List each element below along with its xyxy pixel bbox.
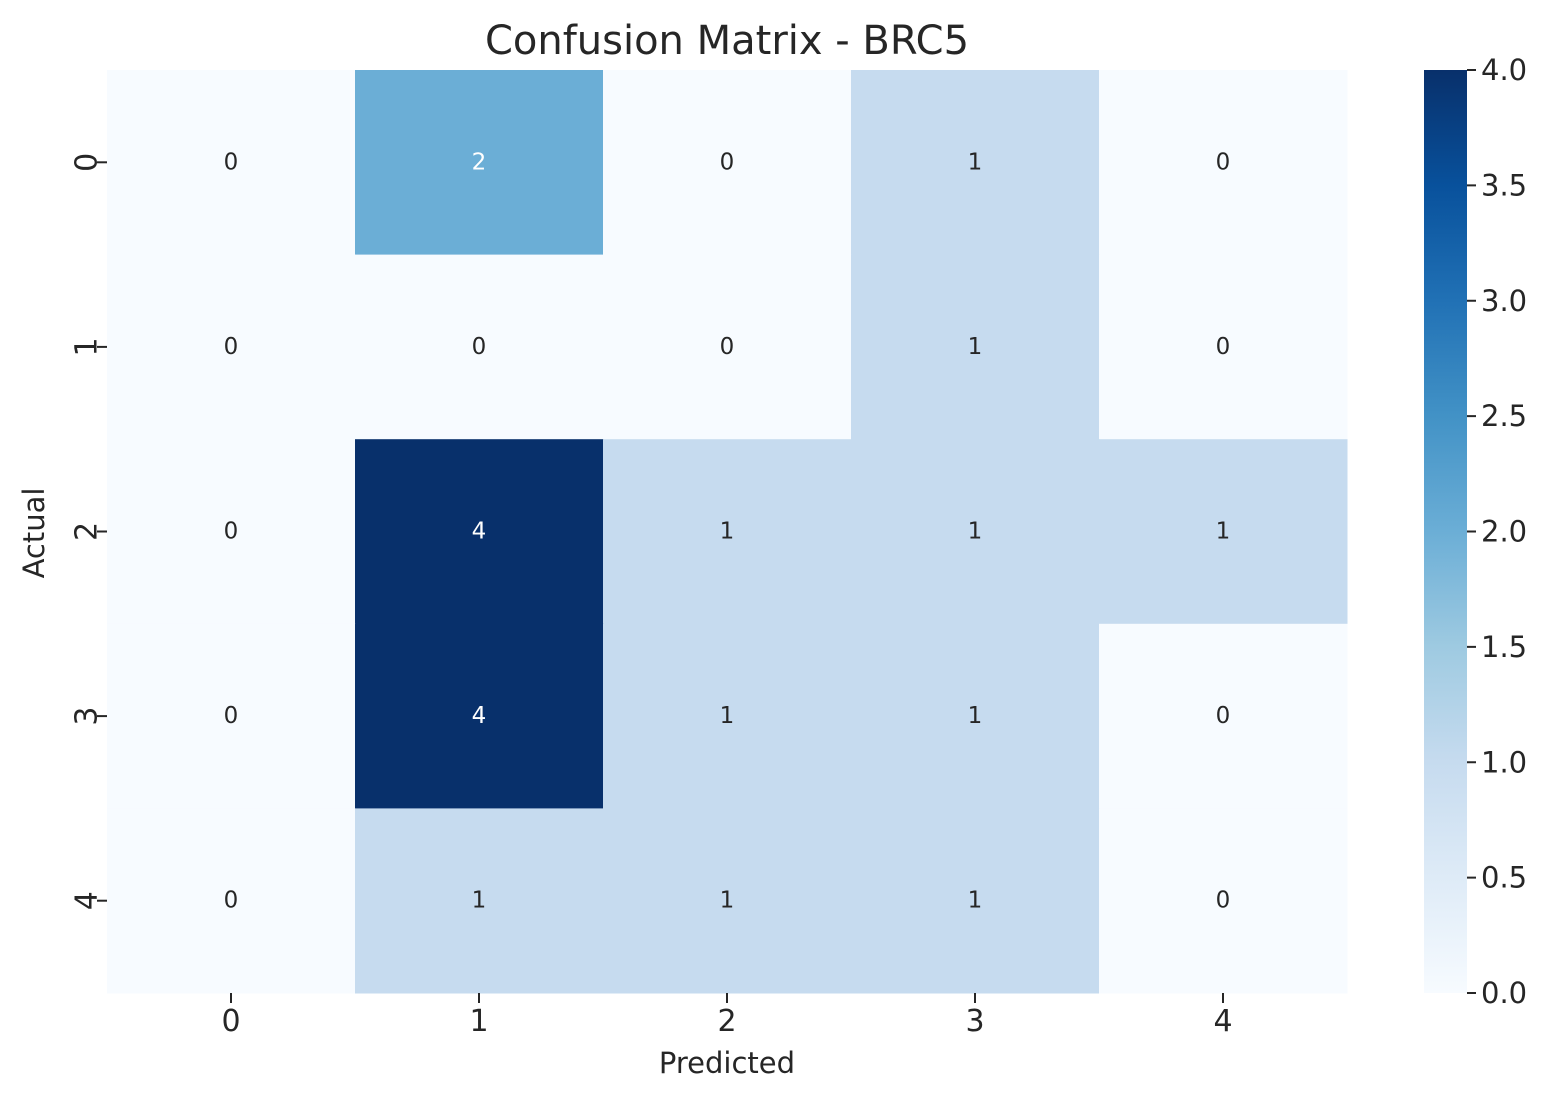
- heatmap-cell-r1-c3: [851, 254, 1100, 440]
- heatmap-cell-r4-c1: [355, 808, 604, 994]
- heatmap-cell-r1-c2: [603, 254, 852, 440]
- cell-value-label-r3-c2: 1: [720, 703, 735, 729]
- x-tick-label-0: 0: [221, 1004, 240, 1039]
- x-axis-label: Predicted: [659, 1046, 795, 1080]
- x-tick-label-2: 2: [717, 1004, 736, 1039]
- heatmap-cell-r2-c0: [107, 439, 356, 625]
- heatmap-cell-r4-c3: [851, 808, 1100, 994]
- colorbar-tick-label-1: 0.5: [1481, 861, 1527, 895]
- heatmap-cell-r1-c1: [355, 254, 604, 440]
- heatmap-cell-r4-c2: [603, 808, 852, 994]
- cell-value-label-r1-c2: 0: [720, 334, 735, 360]
- heatmap-cell-r3-c1: [355, 623, 604, 809]
- y-tick-label-4: 4: [70, 891, 105, 910]
- cell-value-label-r0-c4: 0: [1216, 149, 1231, 175]
- chart-title: Confusion Matrix - BRC5: [485, 18, 969, 64]
- colorbar: [1424, 70, 1467, 993]
- heatmap-cell-r2-c1: [355, 439, 604, 625]
- heatmap-cell-r2-c2: [603, 439, 852, 625]
- heatmap-cell-r3-c2: [603, 623, 852, 809]
- heatmap-cell-r0-c3: [851, 70, 1100, 256]
- y-axis-ticks: 0 1 2 3 4: [70, 153, 107, 910]
- cell-value-label-r4-c4: 0: [1216, 888, 1231, 914]
- heatmap-cell-r0-c0: [107, 70, 356, 256]
- heatmap-cell-labels: 0 2 0 1 0 0 0 0 1 0 0 4 1 1 1 0 4 1 1 0 0 1 1 1 0: [224, 149, 1231, 913]
- heatmap-cell-r1-c0: [107, 254, 356, 440]
- cell-value-label-r3-c1: 4: [472, 703, 487, 729]
- cell-value-label-r2-c4: 1: [1216, 519, 1231, 545]
- x-tick-label-4: 4: [1213, 1004, 1232, 1039]
- colorbar-tick-label-3: 1.5: [1481, 630, 1527, 664]
- cell-value-label-r4-c0: 0: [224, 888, 239, 914]
- cell-value-label-r0-c0: 0: [224, 149, 239, 175]
- y-tick-label-1: 1: [70, 337, 105, 356]
- cell-value-label-r1-c1: 0: [472, 334, 487, 360]
- cell-value-label-r1-c4: 0: [1216, 334, 1231, 360]
- cell-value-label-r4-c3: 1: [968, 888, 983, 914]
- cell-value-label-r2-c2: 1: [720, 519, 735, 545]
- heatmap-cells: [107, 70, 1348, 994]
- heatmap-cell-r3-c4: [1099, 623, 1348, 809]
- y-tick-label-2: 2: [70, 522, 105, 541]
- colorbar-tick-label-7: 3.5: [1481, 168, 1527, 202]
- y-axis-label: Actual: [17, 488, 51, 579]
- heatmap-cell-r1-c4: [1099, 254, 1348, 440]
- colorbar-tick-label-4: 2.0: [1481, 515, 1527, 549]
- colorbar-tick-label-0: 0.0: [1481, 976, 1527, 1010]
- cell-value-label-r4-c2: 1: [720, 888, 735, 914]
- colorbar-tick-label-5: 2.5: [1481, 399, 1527, 433]
- cell-value-label-r2-c1: 4: [472, 519, 487, 545]
- colorbar-tick-label-6: 3.0: [1481, 284, 1527, 318]
- x-axis-ticks: 0 1 2 3 4: [221, 993, 1233, 1039]
- y-tick-label-3: 3: [70, 707, 105, 726]
- cell-value-label-r0-c2: 0: [720, 149, 735, 175]
- heatmap-cell-r0-c1: [355, 70, 604, 256]
- heatmap-cell-r0-c2: [603, 70, 852, 256]
- colorbar-ticks: 0.0 0.5 1.0 1.5 2.0 2.5 3.0 3.5 4.0: [1467, 53, 1527, 1010]
- cell-value-label-r2-c0: 0: [224, 519, 239, 545]
- cell-value-label-r1-c0: 0: [224, 334, 239, 360]
- x-tick-label-3: 3: [965, 1004, 984, 1039]
- heatmap-cell-r3-c0: [107, 623, 356, 809]
- colorbar-tick-label-2: 1.0: [1481, 745, 1527, 779]
- colorbar-tick-label-8: 4.0: [1481, 53, 1527, 87]
- cell-value-label-r3-c4: 0: [1216, 703, 1231, 729]
- cell-value-label-r3-c0: 0: [224, 703, 239, 729]
- cell-value-label-r0-c3: 1: [968, 149, 983, 175]
- cell-value-label-r0-c1: 2: [472, 149, 487, 175]
- cell-value-label-r4-c1: 1: [472, 888, 487, 914]
- heatmap-cell-r4-c4: [1099, 808, 1348, 994]
- heatmap-cell-r3-c3: [851, 623, 1100, 809]
- cell-value-label-r1-c3: 1: [968, 334, 983, 360]
- y-tick-label-0: 0: [70, 153, 105, 172]
- cell-value-label-r2-c3: 1: [968, 519, 983, 545]
- heatmap-cell-r0-c4: [1099, 70, 1348, 256]
- x-tick-label-1: 1: [469, 1004, 488, 1039]
- heatmap-cell-r2-c3: [851, 439, 1100, 625]
- heatmap-cell-r4-c0: [107, 808, 356, 994]
- heatmap-cell-r2-c4: [1099, 439, 1348, 625]
- cell-value-label-r3-c3: 1: [968, 703, 983, 729]
